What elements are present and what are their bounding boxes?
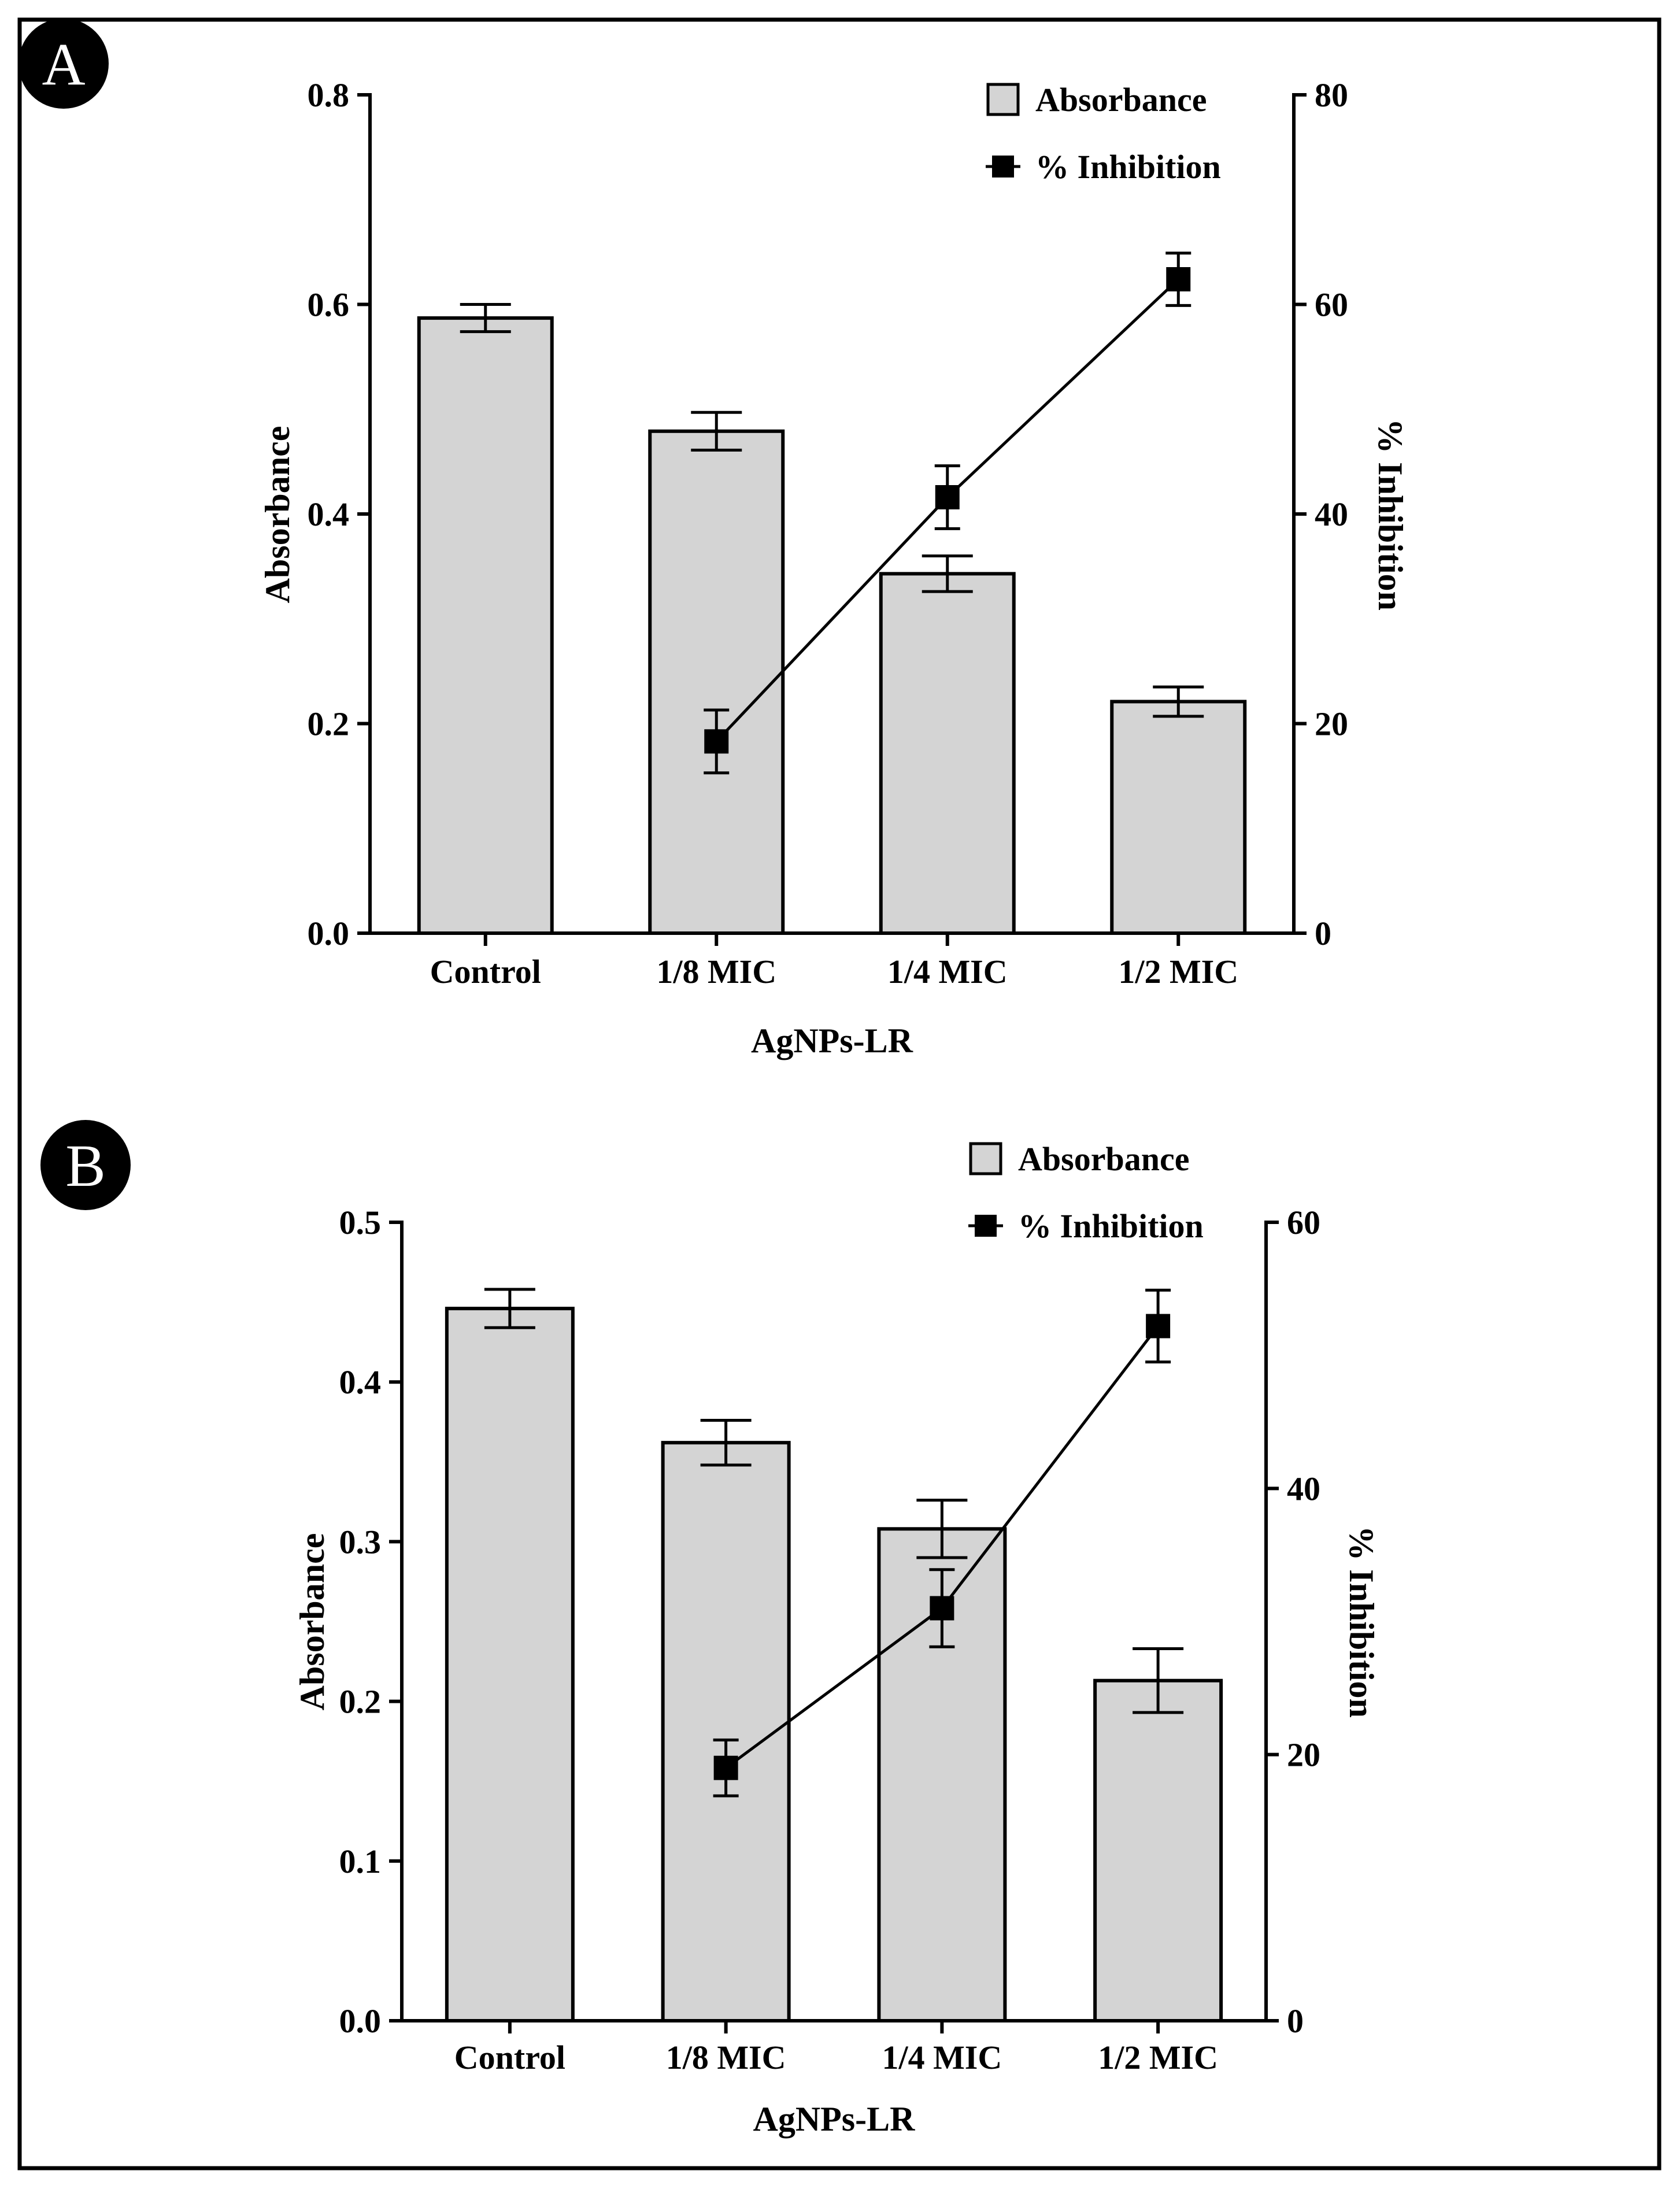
legend-marker-inhibition: [975, 1215, 997, 1237]
error-bar-1-2-mic: [1153, 685, 1204, 718]
error-bar-control: [484, 1288, 535, 1329]
y2-tick-label: 0: [1287, 2002, 1304, 2040]
bar-control: [417, 316, 554, 935]
x-tick-label-1-8-mic: 1/8 MIC: [666, 2039, 786, 2076]
inhibition-point-1-8-mic: [713, 1755, 738, 1780]
chart-panel-b: B 0.0 0.1 0.2 0.3 0.4 0.5 0 20 40 60 Control 1/8 MIC…: [40, 1120, 1381, 2138]
x-axis-label: AgNPs-LR: [751, 1022, 913, 1060]
legend-label-inhibition: % Inhibition: [1018, 1207, 1204, 1245]
legend-label-absorbance: Absorbance: [1035, 81, 1207, 119]
panel-label: B: [65, 1133, 105, 1199]
y2-tick-label: 20: [1315, 705, 1348, 743]
legend-swatch-absorbance: [986, 83, 1020, 116]
y-tick-label: 0.1: [339, 1843, 382, 1880]
legend-marker-inhibition: [992, 156, 1014, 178]
legend-label-absorbance: Absorbance: [1018, 1140, 1189, 1178]
x-tick-label-1-2-mic: 1/2 MIC: [1098, 2039, 1218, 2076]
error-bar-1-4-mic: [922, 554, 973, 593]
x-axis-label: AgNPs-LR: [753, 2100, 916, 2138]
panel-badge: [40, 1120, 131, 1210]
y2-tick-label: 20: [1287, 1736, 1320, 1774]
y2-tick-label: 40: [1315, 496, 1348, 533]
y-tick-label: 0.0: [339, 2002, 382, 2040]
y2-tick-label: 0: [1315, 915, 1331, 952]
bar-1-4-mic: [879, 572, 1016, 935]
y-axis-label: Absorbance: [293, 1533, 331, 1711]
y2-tick-label: 60: [1315, 286, 1348, 324]
bar-1-8-mic: [648, 429, 785, 935]
legend-swatch-absorbance: [969, 1142, 1002, 1175]
bar-1-2-mic: [1110, 700, 1247, 935]
error-bar-1-4-mic: [916, 1499, 968, 1559]
y-tick-label: 0.2: [339, 1683, 382, 1721]
y-tick-label: 0.4: [339, 1363, 382, 1401]
bar-1-8-mic: [661, 1441, 791, 2022]
y-tick-label: 0.8: [308, 76, 350, 114]
inhibition-point-1-4-mic: [930, 1596, 954, 1621]
x-tick-label-1-2-mic: 1/2 MIC: [1118, 953, 1238, 990]
y-tick-label: 0.3: [339, 1523, 382, 1561]
bar-control: [445, 1307, 575, 2022]
error-bar-1-8-mic: [691, 411, 742, 452]
y-tick-label: 0.4: [308, 496, 350, 533]
error-bar-1-2-mic: [1133, 1647, 1184, 1714]
error-bar-control: [460, 303, 511, 334]
figure-border: [17, 17, 1662, 2170]
x-tick-label-1-4-mic: 1/4 MIC: [887, 953, 1008, 990]
inhibition-point-1-2-mic: [1146, 1314, 1171, 1338]
bar-1-2-mic: [1093, 1678, 1223, 2023]
x-tick-label-control: Control: [454, 2039, 565, 2076]
y-tick-label: 0.2: [308, 705, 350, 743]
y2-tick-label: 60: [1287, 1204, 1320, 1241]
x-tick-label-1-8-mic: 1/8 MIC: [656, 953, 776, 990]
panel-badge: [18, 19, 109, 109]
y2-axis-label: % Inhibition: [1342, 1526, 1381, 1718]
legend-label-inhibition: % Inhibition: [1035, 148, 1221, 186]
chart-panel-a: A 0.0 0.2 0.4 0.6 0.8 0 20 40 60 80 Control 1/8 MIC 1…: [18, 19, 1409, 1060]
y2-tick-label: 80: [1315, 76, 1348, 114]
x-tick-label-control: Control: [430, 953, 541, 990]
y-tick-label: 0.6: [308, 286, 350, 324]
error-bar-1-8-mic: [700, 1418, 752, 1467]
inhibition-point-1-8-mic: [704, 729, 729, 754]
panel-label: A: [42, 31, 85, 98]
inhibition-point-1-4-mic: [935, 485, 960, 509]
x-tick-label-1-4-mic: 1/4 MIC: [882, 2039, 1002, 2076]
y-tick-label: 0.5: [339, 1204, 382, 1241]
y2-tick-label: 40: [1287, 1470, 1320, 1507]
inhibition-point-1-2-mic: [1166, 267, 1191, 291]
y-tick-label: 0.0: [308, 915, 350, 952]
y-axis-label: Absorbance: [258, 426, 297, 604]
y2-axis-label: % Inhibition: [1371, 419, 1409, 611]
